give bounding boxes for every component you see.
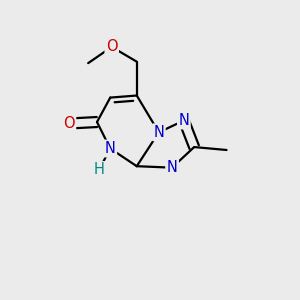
Text: N: N bbox=[105, 141, 116, 156]
Text: N: N bbox=[178, 113, 189, 128]
Text: O: O bbox=[106, 39, 118, 54]
Text: N: N bbox=[167, 160, 178, 175]
Text: N: N bbox=[153, 125, 164, 140]
Text: H: H bbox=[94, 162, 104, 177]
Text: O: O bbox=[63, 116, 75, 131]
